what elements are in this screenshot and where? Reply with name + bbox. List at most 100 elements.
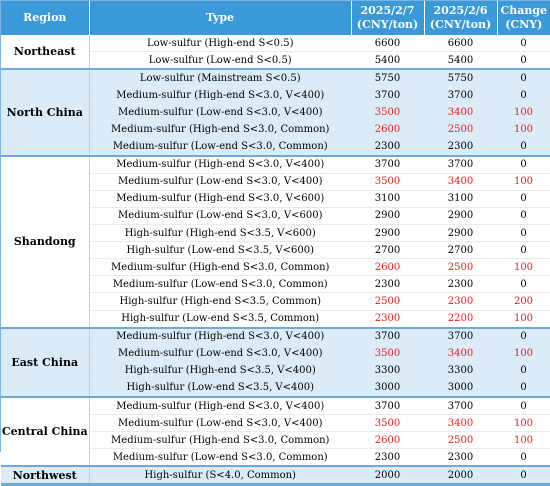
type-cell: High-sulfur (High-end S<3.5, V<600) bbox=[89, 224, 351, 243]
price-current-cell: 2900 bbox=[351, 207, 424, 226]
price-previous-cell: 2700 bbox=[424, 241, 497, 260]
price-previous-cell: 2900 bbox=[424, 207, 497, 226]
price-current-cell: 3100 bbox=[351, 190, 424, 208]
change-cell: 0 bbox=[497, 224, 550, 243]
region-group: Northwest High-sulfur (S<4.0, Common) 2000… bbox=[1, 466, 550, 486]
price-current-cell: 2000 bbox=[351, 466, 424, 486]
table-row: High-sulfur (Low-end S<3.5, V<600) 2700 27… bbox=[1, 241, 550, 260]
type-cell: High-sulfur (High-end S<3.5, Common) bbox=[89, 292, 351, 311]
change-cell: 100 bbox=[497, 103, 550, 122]
price-previous-cell: 6600 bbox=[424, 35, 497, 53]
type-cell: High-sulfur (Low-end S<3.5, Common) bbox=[89, 310, 351, 329]
table-row: High-sulfur (Low-end S<3.5, Common) 2300 2… bbox=[1, 310, 550, 329]
type-cell: Medium-sulfur (High-end S<3.0, V<400) bbox=[89, 396, 351, 416]
change-cell: 100 bbox=[497, 258, 550, 277]
region-cell: Northwest bbox=[1, 466, 90, 486]
table-header: Region Type 2025/2/7 (CNY/ton) 2025/2/6 … bbox=[1, 1, 550, 35]
table-row: Medium-sulfur (High-end S<3.0, V<600) 310… bbox=[1, 190, 550, 208]
change-cell: 0 bbox=[497, 69, 550, 88]
price-previous-cell: 3400 bbox=[424, 414, 497, 433]
type-cell: Medium-sulfur (High-end S<3.0, V<400) bbox=[89, 86, 351, 105]
price-current-cell: 2700 bbox=[351, 241, 424, 260]
change-cell: 100 bbox=[497, 345, 550, 363]
type-cell: High-sulfur (S<4.0, Common) bbox=[89, 466, 351, 486]
table-row: Medium-sulfur (High-end S<3.0, V<400) 370… bbox=[1, 86, 550, 105]
change-cell: 0 bbox=[497, 51, 550, 70]
price-previous-cell: 3400 bbox=[424, 173, 497, 191]
table-row: Medium-sulfur (Low-end S<3.0, Common) 230… bbox=[1, 138, 550, 157]
change-cell: 0 bbox=[497, 35, 550, 53]
price-previous-cell: 5400 bbox=[424, 51, 497, 70]
table-row: North China Low-sulfur (Mainstream S<0.5)… bbox=[1, 69, 550, 157]
price-previous-cell: 2300 bbox=[424, 448, 497, 467]
type-cell: High-sulfur (Low-end S<3.5, V<600) bbox=[89, 241, 351, 260]
type-cell: Medium-sulfur (High-end S<3.0, Common) bbox=[89, 258, 351, 277]
table-row: Medium-sulfur (Low-end S<3.0, V<400) 3500… bbox=[1, 414, 550, 433]
table-row: High-sulfur (Low-end S<3.5, V<400) 3000 30… bbox=[1, 379, 550, 398]
header-row: Region Type 2025/2/7 (CNY/ton) 2025/2/6 … bbox=[1, 1, 550, 35]
change-cell: 0 bbox=[497, 155, 550, 174]
change-cell: 0 bbox=[497, 207, 550, 226]
header-date-current-unit: (CNY/ton) bbox=[356, 18, 419, 31]
price-previous-cell: 2300 bbox=[424, 292, 497, 311]
table-row: Medium-sulfur (High-end S<3.0, Common) 26… bbox=[1, 258, 550, 277]
region-cell: Central China bbox=[1, 396, 90, 467]
type-cell: Medium-sulfur (Low-end S<3.0, V<400) bbox=[89, 173, 351, 191]
price-previous-cell: 3400 bbox=[424, 103, 497, 122]
table-row: Northwest High-sulfur (S<4.0, Common) 2000… bbox=[1, 466, 550, 486]
type-cell: Medium-sulfur (Low-end S<3.0, V<600) bbox=[89, 207, 351, 226]
price-current-cell: 2300 bbox=[351, 310, 424, 329]
change-cell: 100 bbox=[497, 414, 550, 433]
price-previous-cell: 3700 bbox=[424, 327, 497, 346]
type-cell: Medium-sulfur (High-end S<3.0, V<600) bbox=[89, 190, 351, 208]
region-group: East China Medium-sulfur (High-end S<3.0,… bbox=[1, 327, 550, 398]
change-cell: 0 bbox=[497, 396, 550, 416]
price-current-cell: 5400 bbox=[351, 51, 424, 70]
table-row: Central China Medium-sulfur (High-end S<3… bbox=[1, 396, 550, 467]
type-cell: High-sulfur (High-end S<3.5, V<400) bbox=[89, 362, 351, 380]
price-previous-cell: 3300 bbox=[424, 362, 497, 380]
change-cell: 100 bbox=[497, 431, 550, 450]
region-group: Shandong Medium-sulfur (High-end S<3.0, V… bbox=[1, 155, 550, 329]
price-current-cell: 3700 bbox=[351, 396, 424, 416]
price-current-cell: 3000 bbox=[351, 379, 424, 398]
price-previous-cell: 2300 bbox=[424, 275, 497, 294]
header-date-current-date: 2025/2/7 bbox=[360, 4, 415, 17]
table-row: High-sulfur (High-end S<3.5, V<400) 3300 3… bbox=[1, 362, 550, 380]
type-cell: Medium-sulfur (Low-end S<3.0, V<400) bbox=[89, 103, 351, 122]
change-cell: 100 bbox=[497, 173, 550, 191]
price-previous-cell: 5750 bbox=[424, 69, 497, 88]
type-cell: Medium-sulfur (High-end S<3.0, Common) bbox=[89, 431, 351, 450]
type-cell: High-sulfur (Low-end S<3.5, V<400) bbox=[89, 379, 351, 398]
header-change-label: Change bbox=[500, 4, 548, 17]
type-cell: Medium-sulfur (Low-end S<3.0, V<400) bbox=[89, 345, 351, 363]
change-cell: 0 bbox=[497, 379, 550, 398]
price-previous-cell: 2000 bbox=[424, 466, 497, 486]
type-cell: Medium-sulfur (Low-end S<3.0, Common) bbox=[89, 138, 351, 157]
price-current-cell: 2600 bbox=[351, 258, 424, 277]
change-cell: 0 bbox=[497, 190, 550, 208]
change-cell: 0 bbox=[497, 362, 550, 380]
table-row: East China Medium-sulfur (High-end S<3.0,… bbox=[1, 327, 550, 398]
table-row: Medium-sulfur (Low-end S<3.0, V<400) 3500… bbox=[1, 103, 550, 122]
change-cell: 0 bbox=[497, 241, 550, 260]
table-row: Medium-sulfur (Low-end S<3.0, V<400) 3500… bbox=[1, 345, 550, 363]
type-cell: Medium-sulfur (Low-end S<3.0, V<400) bbox=[89, 414, 351, 433]
price-current-cell: 3300 bbox=[351, 362, 424, 380]
price-previous-cell: 3700 bbox=[424, 86, 497, 105]
table-row: High-sulfur (High-end S<3.5, V<600) 2900 2… bbox=[1, 224, 550, 243]
price-previous-cell: 2300 bbox=[424, 138, 497, 157]
price-current-cell: 3700 bbox=[351, 86, 424, 105]
change-cell: 0 bbox=[497, 275, 550, 294]
price-previous-cell: 2500 bbox=[424, 120, 497, 139]
change-cell: 0 bbox=[497, 86, 550, 105]
price-previous-cell: 3000 bbox=[424, 379, 497, 398]
type-cell: Medium-sulfur (Low-end S<3.0, Common) bbox=[89, 275, 351, 294]
price-current-cell: 3700 bbox=[351, 155, 424, 174]
header-date-previous-unit: (CNY/ton) bbox=[429, 18, 492, 31]
price-current-cell: 3700 bbox=[351, 327, 424, 346]
table-row: High-sulfur (High-end S<3.5, Common) 2500… bbox=[1, 292, 550, 311]
type-cell: Low-sulfur (Mainstream S<0.5) bbox=[89, 69, 351, 88]
price-previous-cell: 3400 bbox=[424, 345, 497, 363]
region-group: North China Low-sulfur (Mainstream S<0.5)… bbox=[1, 69, 550, 157]
